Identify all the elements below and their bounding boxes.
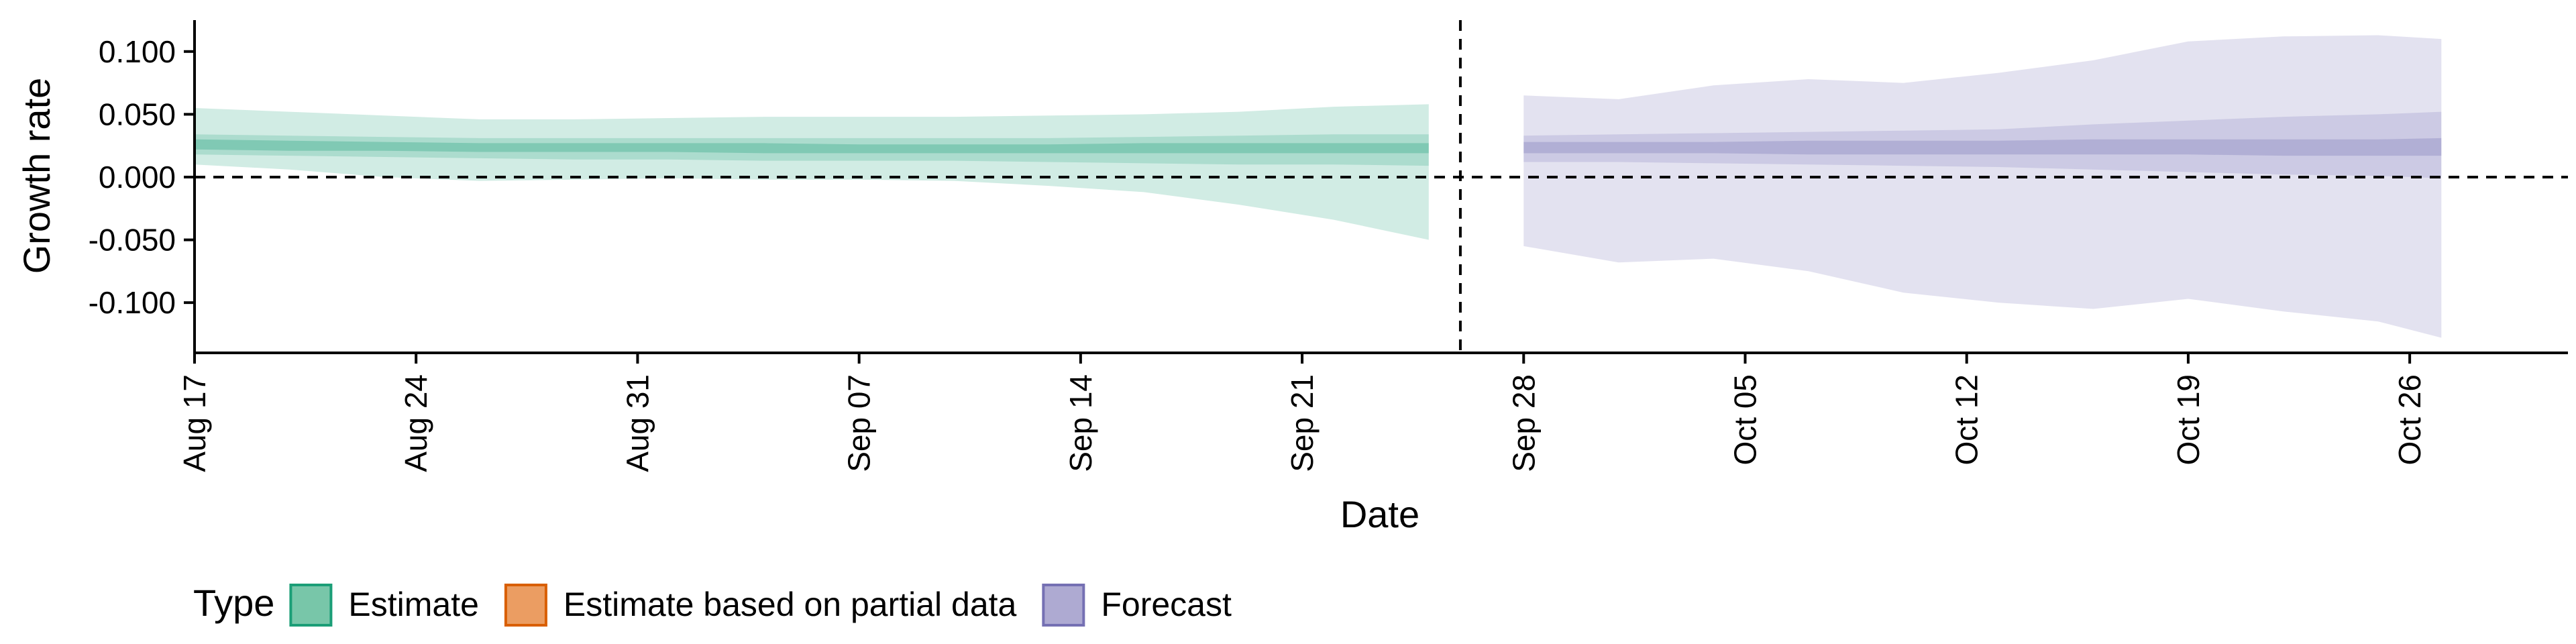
- y-tick-label: 0.050: [99, 97, 176, 131]
- y-tick-label: -0.100: [89, 285, 176, 320]
- y-tick-labels: 0.100 0.050 0.000 -0.050 -0.100: [89, 34, 176, 320]
- x-tick-label: Oct 26: [2392, 374, 2427, 466]
- x-tick-label: Aug 17: [177, 374, 212, 472]
- y-tick-label: 0.000: [99, 160, 176, 195]
- legend: Type Estimate Estimate based on partial d…: [193, 582, 1232, 627]
- y-axis-title: Growth rate: [15, 78, 58, 274]
- reference-lines: [195, 20, 2568, 353]
- y-tick-label: -0.050: [89, 223, 176, 258]
- legend-label-estimate: Estimate: [348, 586, 479, 623]
- ribbon-layer: [195, 35, 2442, 338]
- x-tick-label: Sep 14: [1063, 374, 1098, 472]
- forecast-band-90: [1523, 35, 2442, 338]
- x-tick-label: Sep 07: [842, 374, 877, 472]
- forecast-band-50: [1523, 111, 2442, 178]
- x-tick-label: Oct 12: [1949, 374, 1984, 466]
- legend-label-estimate-based-on-partial-data: Estimate based on partial data: [564, 586, 1017, 623]
- legend-swatch-estimate: [289, 584, 333, 627]
- y-tick-label: 0.100: [99, 34, 176, 69]
- x-axis-title: Date: [1340, 493, 1419, 535]
- x-tick-label: Oct 19: [2171, 374, 2206, 466]
- estimate-band-90: [195, 104, 1429, 240]
- x-tick-label: Oct 05: [1727, 374, 1762, 466]
- x-tick-labels: Aug 17 Aug 24 Aug 31 Sep 07 Sep 14 Sep 21 Sep …: [177, 374, 2427, 472]
- axes: [184, 20, 2568, 364]
- x-tick-label: Aug 24: [398, 374, 433, 472]
- x-tick-label: Sep 21: [1285, 374, 1320, 472]
- estimate-band-20: [195, 139, 1429, 154]
- legend-title: Type: [193, 582, 274, 624]
- forecast-band-20: [1523, 138, 2442, 156]
- estimate-band-50: [195, 134, 1429, 166]
- x-tick-label: Sep 28: [1506, 374, 1541, 472]
- legend-swatch-estimate-based-on-partial-data: [504, 584, 547, 627]
- legend-swatch-forecast: [1042, 584, 1085, 627]
- legend-label-forecast: Forecast: [1101, 586, 1232, 623]
- x-tick-label: Aug 31: [620, 374, 655, 472]
